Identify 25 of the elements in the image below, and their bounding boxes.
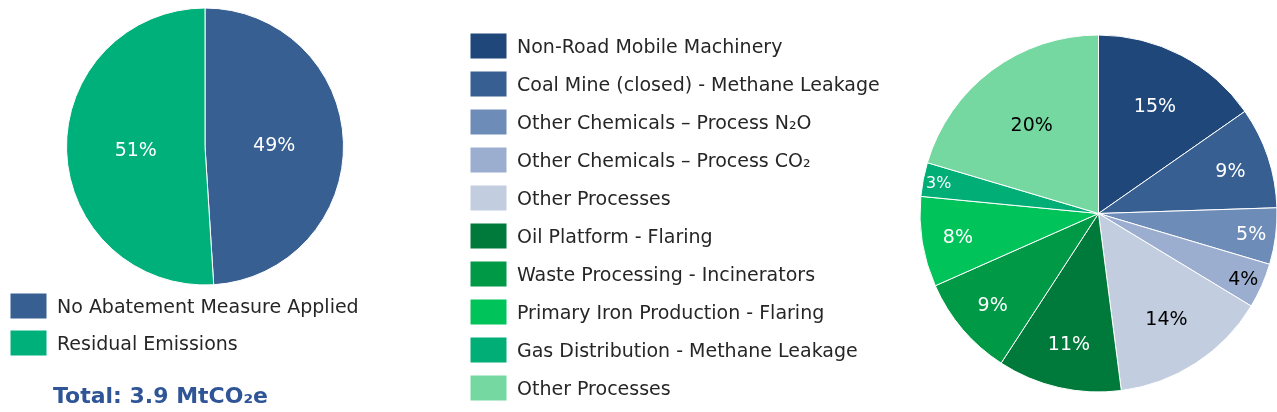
data-label: 51% bbox=[114, 137, 157, 160]
data-label: 8% bbox=[942, 225, 974, 248]
legend-label: Primary Iron Production - Flaring bbox=[517, 301, 825, 323]
data-label: 9% bbox=[977, 292, 1008, 315]
legend-label: Oil Platform - Flaring bbox=[517, 225, 713, 247]
legend-label: Non-Road Mobile Machinery bbox=[517, 35, 783, 57]
data-label: 4% bbox=[1228, 266, 1259, 289]
data-label: 3% bbox=[926, 173, 952, 193]
data-label: 11% bbox=[1047, 331, 1091, 354]
data-label: 49% bbox=[253, 133, 296, 156]
data-label: 14% bbox=[1145, 306, 1188, 329]
text: Total: 3.9 MtCO₂e bbox=[53, 383, 269, 408]
legend-label: Other Processes bbox=[517, 377, 671, 399]
legend-label: No Abatement Measure Applied bbox=[57, 295, 359, 317]
legend-label: Other Chemicals – Process CO₂ bbox=[517, 149, 811, 171]
legend-label: Coal Mine (closed) - Methane Leakage bbox=[517, 73, 880, 95]
legend-label: Gas Distribution - Methane Leakage bbox=[517, 339, 858, 361]
data-label: 15% bbox=[1133, 94, 1177, 117]
data-label: 20% bbox=[1010, 112, 1053, 135]
legend-label: Residual Emissions bbox=[57, 332, 238, 354]
legend-label: Other Processes bbox=[517, 187, 671, 209]
legend-label: Waste Processing - Incinerators bbox=[517, 263, 816, 285]
data-label: 5% bbox=[1236, 222, 1267, 245]
data-label: 9% bbox=[1215, 158, 1246, 181]
legend-label: Other Chemicals – Process N₂O bbox=[517, 111, 812, 133]
